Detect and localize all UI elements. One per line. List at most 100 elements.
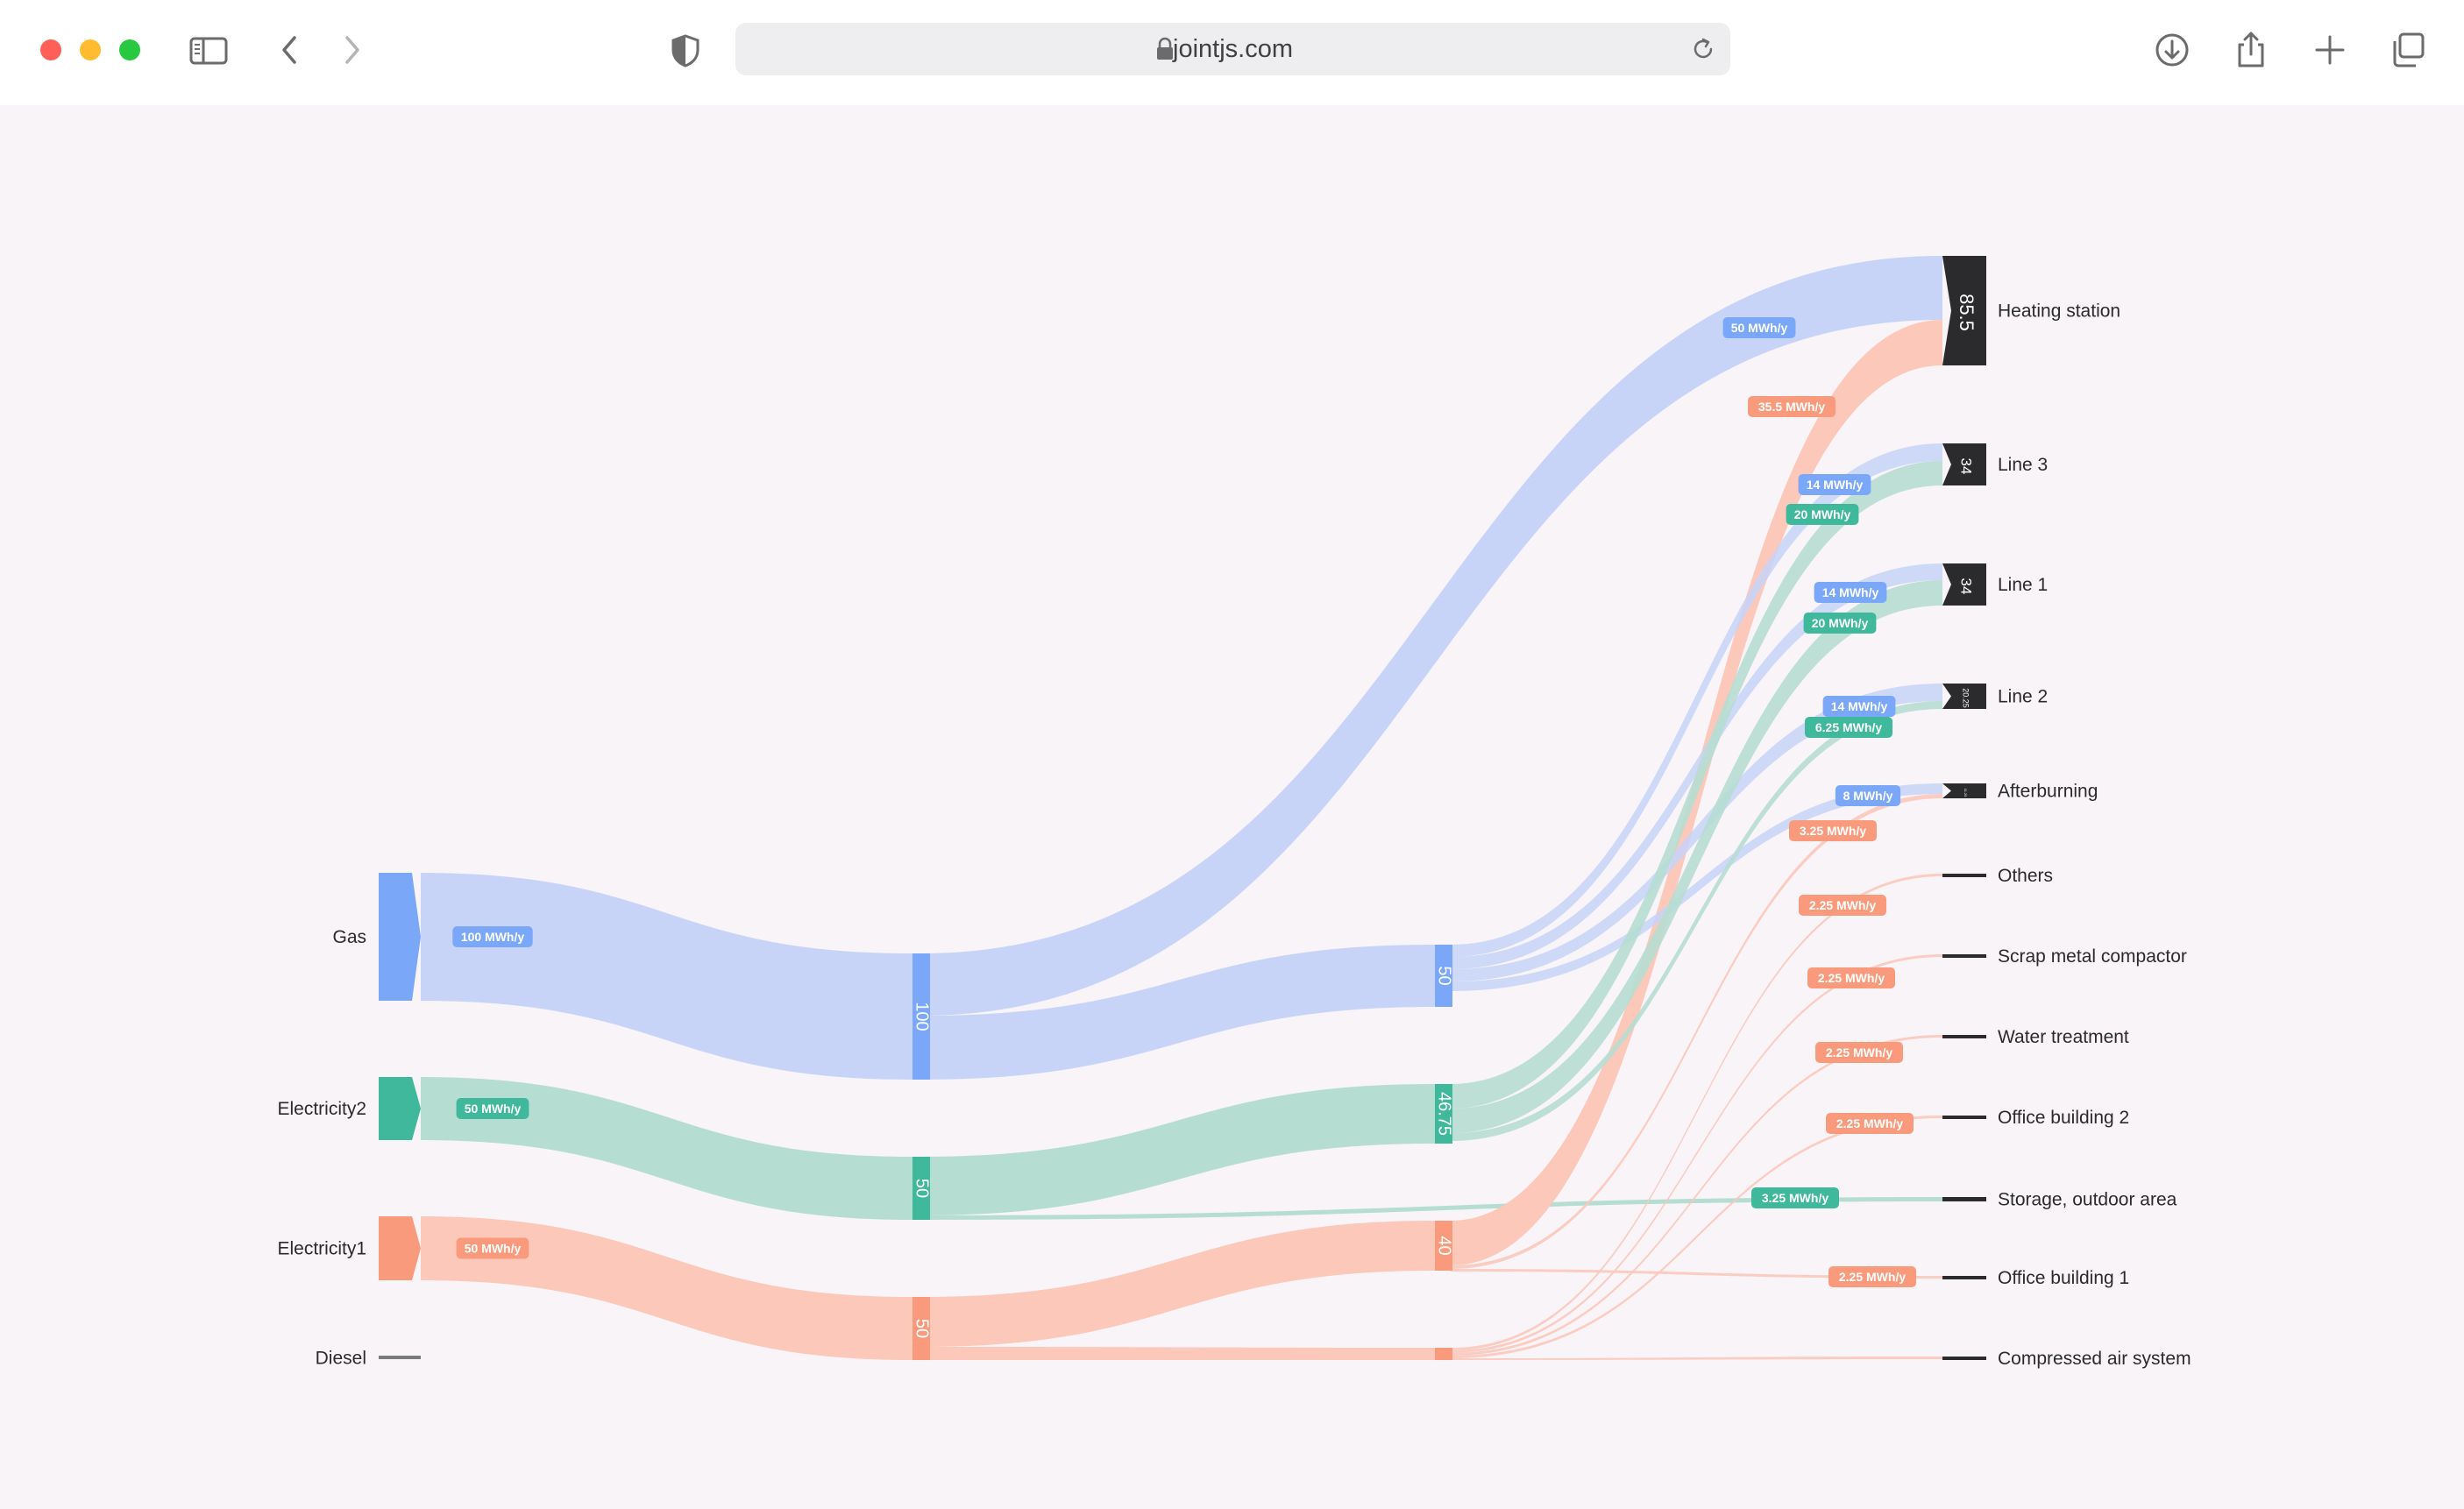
link-electricity1-to-small-node — [921, 1347, 1435, 1360]
source-node-electricity1[interactable] — [379, 1216, 421, 1280]
flow-value-label-text: 2.25 MWh/y — [1809, 898, 1876, 912]
source-flow-label-text: 50 MWh/y — [465, 1242, 522, 1256]
back-icon[interactable] — [261, 22, 317, 78]
reload-icon[interactable] — [1688, 34, 1718, 64]
target-label: Office building 1 — [1998, 1268, 2129, 1288]
browser-toolbar: jointjs.com — [0, 0, 2464, 105]
target-node-value: 20.25 — [1962, 688, 1970, 708]
target-node-value: 85.5 — [1956, 294, 1978, 331]
target-label: Line 1 — [1998, 575, 2048, 595]
zoom-window-button[interactable] — [119, 39, 140, 60]
lock-icon — [1157, 37, 1173, 60]
link-electricity2-to-line-2 — [1451, 701, 1942, 1141]
flow-value-label — [1748, 396, 1836, 417]
flow-value-label — [1826, 1113, 1914, 1134]
new-tab-icon[interactable] — [2302, 22, 2358, 78]
middle-node[interactable] — [912, 953, 930, 1080]
link-electricity1-to-water-treatment — [1451, 1035, 1942, 1356]
sankey-canvas: Gas Electricity2 Electricity1 Diesel 100 50 50… — [0, 105, 2464, 1509]
target-label: Compressed air system — [1998, 1349, 2191, 1369]
target-node-value: 34 — [1958, 458, 1975, 475]
target-label: Office building 2 — [1998, 1108, 2129, 1128]
target-label: Storage, outdoor area — [1998, 1190, 2177, 1210]
flow-value-label-text: 2.25 MWh/y — [1839, 1270, 1906, 1284]
target-node[interactable] — [1942, 783, 1986, 798]
source-flow-label — [452, 926, 533, 947]
source-node-gas[interactable] — [379, 873, 421, 1001]
source-flow-label — [456, 1237, 529, 1259]
third-column-node[interactable] — [1435, 1348, 1452, 1360]
target-label: Line 3 — [1998, 455, 2048, 475]
shield-icon[interactable] — [657, 22, 714, 78]
minimize-window-button[interactable] — [80, 39, 101, 60]
link-electricity2-to-line-3 — [1451, 461, 1942, 1109]
url-text: jointjs.com — [1173, 35, 1293, 63]
middle-node-value: 100 — [912, 1002, 932, 1031]
tabs-overview-icon[interactable] — [2381, 22, 2437, 78]
target-node[interactable] — [1942, 874, 1986, 877]
flow-value-label-text: 14 MWh/y — [1807, 478, 1864, 492]
share-icon[interactable] — [2223, 22, 2279, 78]
link-electricity1-to-compressed-air-system — [1451, 1357, 1942, 1360]
link-gas-to-line-1 — [1451, 563, 1942, 969]
flow-value-label — [1805, 717, 1892, 738]
target-label: Others — [1998, 866, 2053, 886]
third-column-node[interactable] — [1435, 1084, 1452, 1144]
flow-value-label — [1828, 1266, 1916, 1287]
target-node[interactable] — [1942, 1197, 1986, 1201]
flow-value-label — [1799, 895, 1886, 916]
flow-value-label-text: 2.25 MWh/y — [1818, 971, 1885, 985]
target-node[interactable] — [1942, 256, 1986, 365]
flow-value-label — [1789, 820, 1877, 841]
sidebar-icon[interactable] — [181, 22, 237, 78]
flow-value-label — [1803, 613, 1877, 634]
link-gas-to-middle — [421, 873, 912, 1080]
target-node[interactable] — [1942, 954, 1986, 958]
flow-value-label — [1807, 967, 1895, 988]
source-node-diesel[interactable] — [379, 1356, 421, 1359]
address-bar[interactable]: jointjs.com — [735, 23, 1730, 75]
link-gas-to-line-3 — [1451, 443, 1942, 957]
target-node[interactable] — [1942, 684, 1986, 709]
source-node-electricity2[interactable] — [379, 1077, 421, 1140]
target-label: Water treatment — [1998, 1027, 2129, 1047]
target-label: Line 2 — [1998, 687, 2048, 707]
middle-node-value: 50 — [912, 1319, 932, 1338]
link-gas-to-heating-station — [921, 256, 1942, 1016]
source-label: Diesel — [316, 1349, 366, 1369]
link-electricity1-to-others — [1451, 874, 1942, 1350]
third-column-node[interactable] — [1435, 1221, 1452, 1271]
link-electricity2-to-middle — [421, 1077, 912, 1220]
target-label: Heating station — [1998, 301, 2120, 322]
third-column-node[interactable] — [1435, 945, 1452, 1007]
flow-value-label-text: 3.25 MWh/y — [1762, 1191, 1828, 1205]
flow-value-label-text: 50 MWh/y — [1731, 321, 1788, 335]
target-label: Afterburning — [1998, 782, 2098, 802]
download-icon[interactable] — [2144, 22, 2200, 78]
link-gas-to-line-2 — [1451, 684, 1942, 981]
flow-value-label-text: 20 MWh/y — [1812, 616, 1869, 630]
target-node[interactable] — [1942, 443, 1986, 485]
target-node[interactable] — [1942, 563, 1986, 606]
flow-value-label-text: 2.25 MWh/y — [1826, 1045, 1892, 1059]
flow-value-label-text: 20 MWh/y — [1794, 507, 1851, 521]
target-node[interactable] — [1942, 1357, 1986, 1360]
flow-value-label — [1722, 317, 1796, 338]
flow-value-label-text: 3.25 MWh/y — [1800, 824, 1866, 838]
target-node[interactable] — [1942, 1276, 1986, 1279]
close-window-button[interactable] — [40, 39, 61, 60]
target-node[interactable] — [1942, 1035, 1986, 1038]
forward-icon[interactable] — [324, 22, 380, 78]
flow-value-label — [1822, 696, 1896, 717]
link-gas-to-afterburning — [1451, 783, 1942, 991]
link-electricity1-to-office-building-1 — [1451, 1269, 1942, 1279]
target-label: Scrap metal compactor — [1998, 946, 2187, 967]
link-electricity1-to-office-building-2 — [1451, 1116, 1942, 1358]
link-electricity1-to-middle — [421, 1216, 912, 1360]
sankey-diagram: Gas Electricity2 Electricity1 Diesel 100 50 50… — [277, 256, 2191, 1369]
middle-node[interactable] — [912, 1297, 930, 1360]
flow-value-label — [1751, 1187, 1839, 1208]
middle-node[interactable] — [912, 1157, 930, 1220]
link-gas-to-third — [921, 945, 1435, 1080]
target-node[interactable] — [1942, 1116, 1986, 1119]
